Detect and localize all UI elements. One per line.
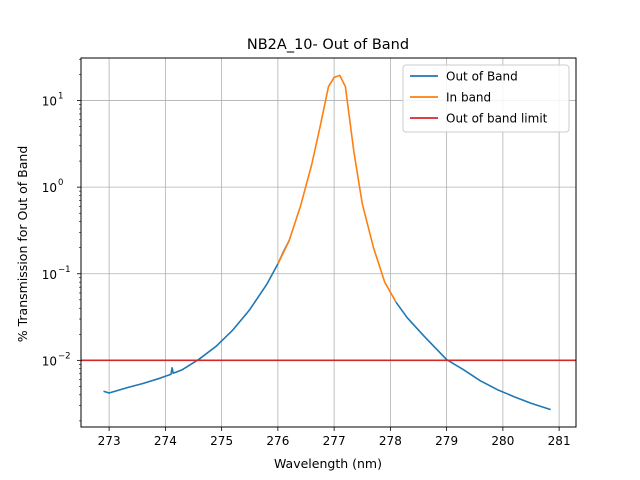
y-tick-label: 10 (42, 354, 57, 368)
legend-label: In band (446, 91, 491, 105)
x-tick-label: 278 (379, 434, 402, 448)
series-line-1 (395, 301, 551, 411)
x-tick-label: 276 (266, 434, 289, 448)
plot-lines (81, 74, 576, 411)
legend-box (402, 64, 570, 133)
y-tick-label: 10 (42, 268, 57, 282)
y-axis-label: % Transmission for Out of Band (15, 146, 30, 342)
x-tick-label: 277 (323, 434, 346, 448)
x-tick-label: 274 (154, 434, 177, 448)
x-tick-label: 280 (491, 434, 514, 448)
x-tick-label: 281 (548, 434, 571, 448)
y-tick-label: 10 (42, 95, 57, 109)
chart-title: NB2A_10- Out of Band (247, 37, 409, 53)
legend-label: Out of band limit (446, 112, 548, 126)
legend: Out of Band In band Out of band limit (402, 64, 570, 133)
x-axis-ticks: 273 274 275 276 277 278 279 280 281 (98, 427, 571, 448)
series-line-2 (277, 74, 397, 303)
series-line-0 (103, 240, 290, 394)
plot-frame (80, 57, 577, 428)
legend-label: Out of Band (446, 70, 518, 84)
x-tick-label: 275 (210, 434, 233, 448)
x-tick-label: 273 (98, 434, 121, 448)
y-tick-exponent: 0 (58, 178, 63, 188)
y-tick-exponent: −1 (58, 265, 71, 275)
y-tick-label: 10 (42, 181, 57, 195)
x-tick-label: 279 (435, 434, 458, 448)
y-tick-exponent: 1 (58, 92, 63, 102)
x-axis-label: Wavelength (nm) (274, 456, 382, 471)
y-tick-exponent: −2 (58, 351, 71, 361)
